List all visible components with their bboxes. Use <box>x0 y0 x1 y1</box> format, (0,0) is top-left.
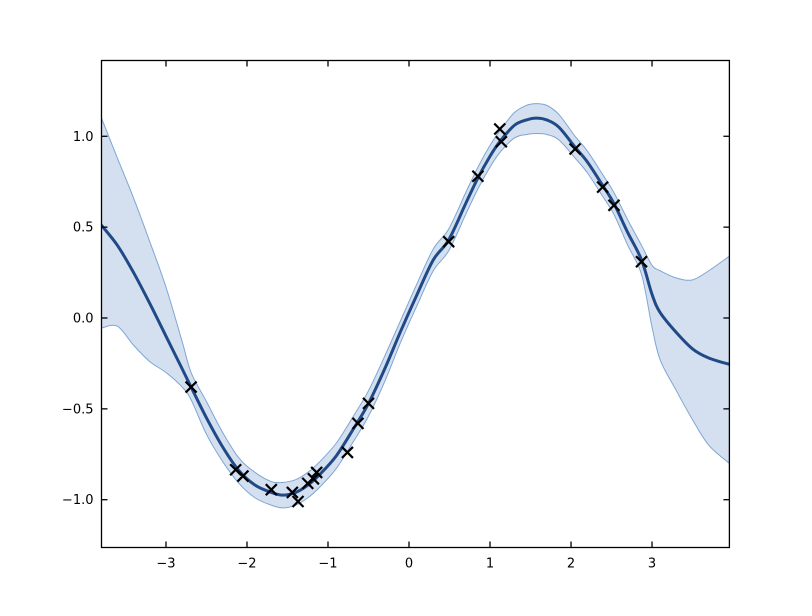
x-tick-label: 2 <box>567 557 575 572</box>
data-point-marker <box>184 380 198 394</box>
y-tick-labels: 1.0 0.5 0.0 −0.5 −1.0 <box>62 130 94 508</box>
x-tick-labels: −3 −2 −1 0 1 2 3 <box>156 557 656 572</box>
y-tick-label: 1.0 <box>73 130 94 145</box>
y-tick-label: 0.5 <box>73 221 94 236</box>
x-tick-label: −2 <box>237 557 256 572</box>
data-point-marker <box>493 122 507 136</box>
x-tick-label: 1 <box>486 557 494 572</box>
mean-line <box>101 116 730 497</box>
x-tick-label: −3 <box>156 557 175 572</box>
y-tick-label: −0.5 <box>62 402 94 417</box>
data-point-marker <box>635 255 648 268</box>
data-point-marker <box>596 180 609 194</box>
data-point-marker <box>442 235 455 248</box>
data-point-marker <box>307 472 320 486</box>
data-point-marker <box>236 469 250 483</box>
x-tick-label: 0 <box>405 557 413 572</box>
data-point-marker <box>568 142 582 156</box>
data-point-marker <box>351 417 365 430</box>
data-point-marker <box>341 446 354 459</box>
data-point-marker <box>362 397 375 410</box>
axis-ticks <box>101 60 730 548</box>
data-point-marker <box>291 495 305 508</box>
axes-frame <box>100 59 731 549</box>
x-tick-label: −1 <box>318 557 337 572</box>
x-tick-label: 3 <box>648 557 656 572</box>
data-point-marker <box>310 466 323 479</box>
data-point-marker <box>286 486 299 499</box>
y-tick-label: 0.0 <box>73 311 94 326</box>
confidence-band <box>101 103 730 509</box>
data-point-marker <box>495 135 508 149</box>
data-point-marker <box>607 199 621 212</box>
data-point-marker <box>471 169 485 183</box>
data-point-marker <box>265 483 278 496</box>
training-points <box>184 122 648 508</box>
y-tick-label: −1.0 <box>62 493 94 508</box>
